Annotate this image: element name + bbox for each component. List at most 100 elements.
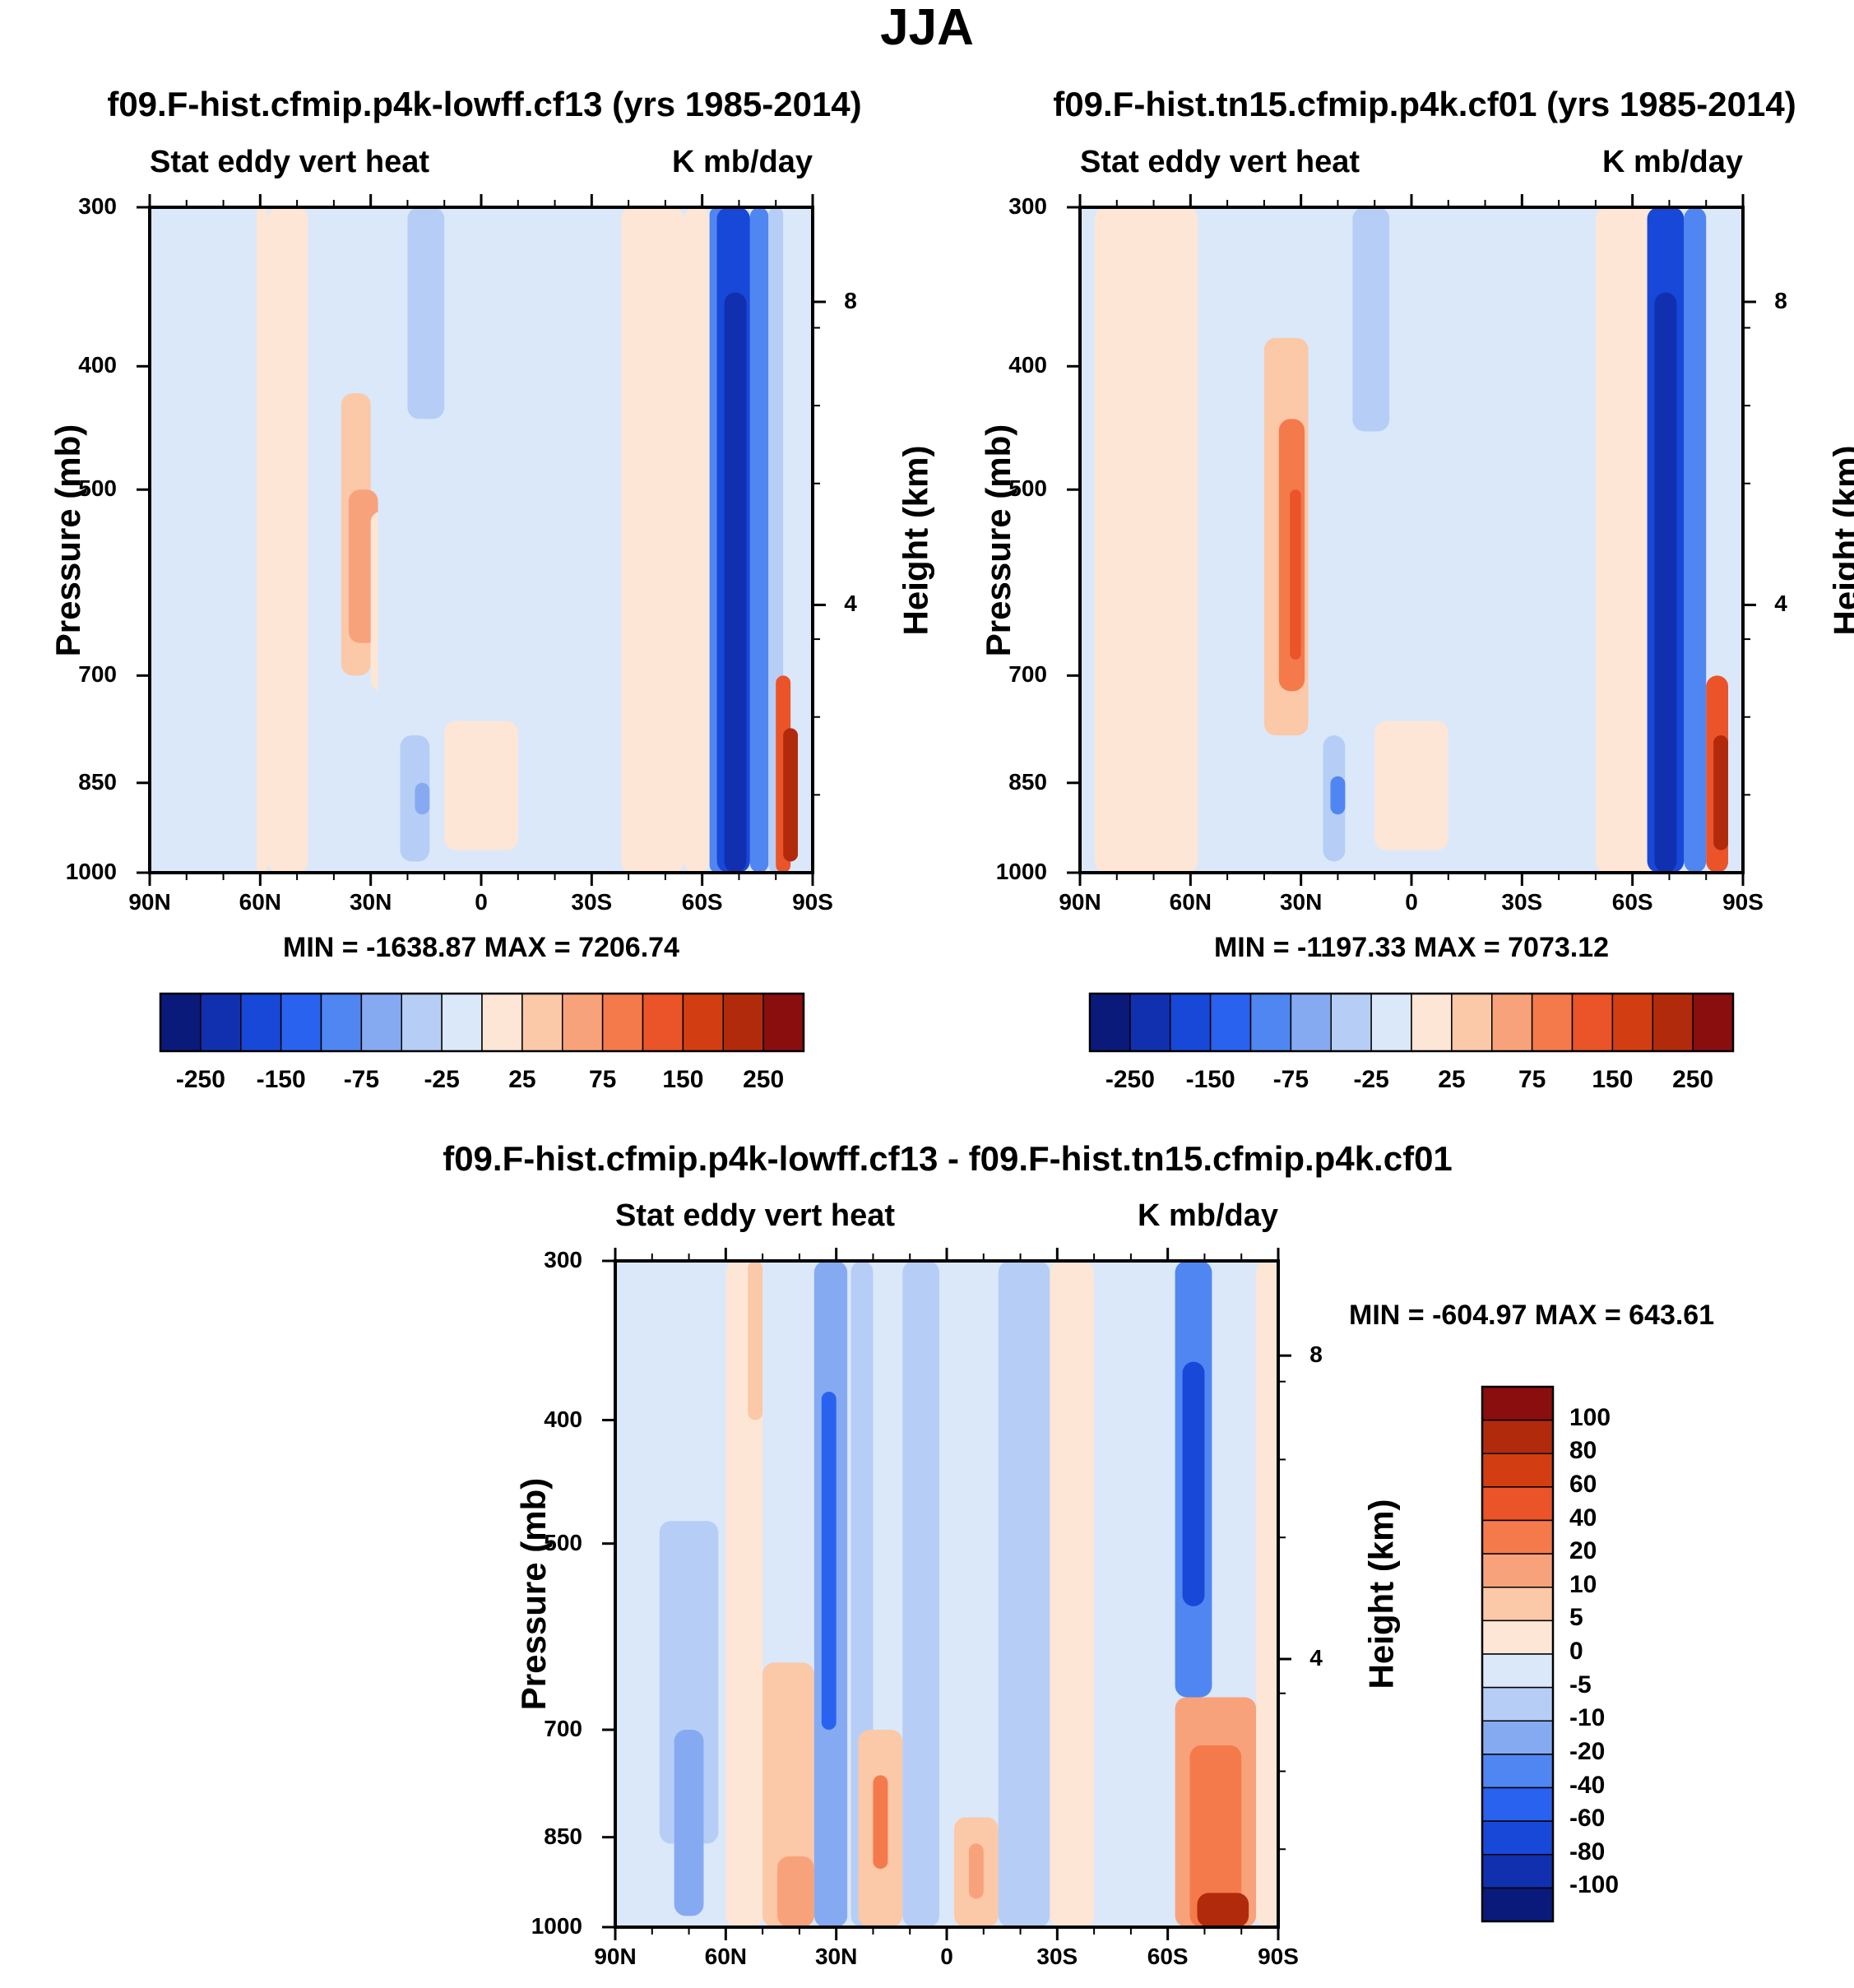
colorbar-segment bbox=[360, 993, 402, 1052]
colorbar-segment bbox=[562, 993, 604, 1052]
units-label: K mb/day bbox=[1601, 145, 1743, 179]
field-name: Stat eddy vert heat bbox=[1080, 145, 1360, 179]
x-tick-label: 0 bbox=[1405, 889, 1418, 915]
x-tick-label: 90S bbox=[1722, 889, 1764, 915]
colorbar-label: 25 bbox=[508, 1066, 536, 1093]
x-tick-label: 60N bbox=[704, 1944, 748, 1969]
colorbar-segment bbox=[1481, 1686, 1554, 1722]
colorbar-segment bbox=[280, 993, 322, 1052]
colorbar-segment bbox=[1129, 993, 1171, 1052]
colorbar-label: 80 bbox=[1569, 1437, 1597, 1465]
x-tick-label: 30N bbox=[814, 1944, 858, 1969]
contour-region bbox=[621, 207, 684, 873]
colorbar-frame bbox=[1481, 1385, 1555, 1923]
y-tick-label: 850 bbox=[78, 768, 117, 795]
contour-region bbox=[1290, 489, 1301, 660]
y-tick-label: 850 bbox=[544, 1823, 582, 1849]
y-tick-label: 700 bbox=[78, 661, 117, 688]
y-tick-label: 300 bbox=[1008, 193, 1047, 219]
contour-region bbox=[1728, 207, 1743, 873]
y-tick-label: 400 bbox=[78, 352, 117, 378]
colorbar-label: -150 bbox=[256, 1066, 306, 1093]
colorbar-label: -25 bbox=[1353, 1066, 1389, 1093]
colorbar-label: 150 bbox=[1592, 1066, 1634, 1093]
contour-region bbox=[1684, 207, 1707, 873]
panel-title: f09.F-hist.cfmip.p4k-lowff.cf13 - f09.F-… bbox=[443, 1139, 1453, 1178]
colorbar-label: -150 bbox=[1185, 1066, 1235, 1093]
x-tick-label: 60S bbox=[1611, 889, 1653, 915]
y-tick-label: 700 bbox=[1008, 661, 1047, 688]
colorbar-segment bbox=[1481, 1786, 1554, 1822]
contour-region bbox=[444, 721, 518, 850]
x-tick-label: 90S bbox=[1258, 1944, 1299, 1969]
x-tick-label: 60N bbox=[239, 889, 282, 915]
colorbar-label: -250 bbox=[175, 1066, 225, 1093]
colorbar-segment bbox=[320, 993, 363, 1052]
contour-region bbox=[1713, 735, 1729, 850]
colorbar-label: 150 bbox=[662, 1066, 704, 1093]
contour-region bbox=[256, 207, 268, 873]
units-label: K mb/day bbox=[671, 145, 813, 179]
contour-region bbox=[1352, 207, 1390, 432]
colorbar-segment bbox=[1411, 993, 1453, 1052]
height-tick-label: 8 bbox=[1309, 1342, 1323, 1368]
panel-2 bbox=[1067, 194, 1756, 1053]
colorbar-segment bbox=[1370, 993, 1412, 1052]
height-tick-label: 4 bbox=[1309, 1645, 1323, 1671]
panel-title: f09.F-hist.tn15.cfmip.p4k.cf01 (yrs 1985… bbox=[1053, 85, 1796, 123]
colorbar-label: -100 bbox=[1569, 1871, 1620, 1899]
contour-region bbox=[378, 207, 408, 873]
contour-region bbox=[1330, 776, 1346, 815]
x-tick-label: 60N bbox=[1169, 889, 1212, 915]
contour-region bbox=[998, 1261, 1050, 1927]
colorbar-label: -25 bbox=[424, 1066, 460, 1093]
x-tick-label: 90N bbox=[594, 1944, 637, 1969]
contour-region bbox=[572, 207, 622, 873]
x-tick-label: 90N bbox=[1059, 889, 1101, 915]
colorbar-label: -5 bbox=[1569, 1671, 1592, 1698]
colorbar-segment bbox=[481, 993, 523, 1052]
colorbar-segment bbox=[1290, 993, 1332, 1052]
contour-region bbox=[684, 207, 710, 873]
x-tick-label: 30S bbox=[1036, 1944, 1078, 1969]
colorbar-segment bbox=[1481, 1854, 1554, 1889]
contour-region bbox=[1595, 207, 1655, 873]
contour-region bbox=[267, 207, 308, 873]
contour-region bbox=[783, 728, 799, 862]
colorbar-segment bbox=[1249, 993, 1292, 1052]
contour-region bbox=[164, 207, 257, 873]
x-tick-label: 30N bbox=[349, 889, 392, 915]
contour-region bbox=[1189, 1745, 1242, 1927]
contour-region bbox=[674, 1730, 704, 1916]
min-max-stats: MIN = -1197.33 MAX = 7073.12 bbox=[1213, 932, 1610, 963]
colorbar-segment bbox=[762, 993, 804, 1052]
figure-title: JJA bbox=[880, 0, 974, 56]
colorbar-label: 75 bbox=[588, 1066, 617, 1093]
x-tick-label: 30S bbox=[571, 889, 613, 915]
colorbar-segment bbox=[1481, 1587, 1554, 1622]
colorbar-segment bbox=[1451, 993, 1493, 1052]
y-tick-label: 500 bbox=[1008, 475, 1047, 502]
field-name: Stat eddy vert heat bbox=[615, 1198, 895, 1233]
contour-region bbox=[1094, 207, 1198, 873]
x-tick-label: 90S bbox=[792, 889, 833, 915]
contour-region bbox=[1182, 1361, 1205, 1606]
height-tick-label: 4 bbox=[844, 591, 857, 617]
contour-region bbox=[407, 207, 445, 419]
colorbar-segment bbox=[1481, 1386, 1554, 1421]
contour-region bbox=[1094, 1261, 1175, 1927]
colorbar-segment bbox=[1481, 1486, 1554, 1522]
colorbar-segment bbox=[1481, 1887, 1554, 1922]
contour-region bbox=[725, 1261, 763, 1927]
colorbar-segment bbox=[240, 993, 282, 1052]
colorbar-segment bbox=[441, 993, 483, 1052]
colorbar-segment bbox=[1209, 993, 1252, 1052]
y-tick-label: 1000 bbox=[65, 859, 117, 884]
min-max-stats: MIN = -604.97 MAX = 643.61 bbox=[1349, 1300, 1715, 1331]
colorbar-segment bbox=[1481, 1653, 1554, 1689]
colorbar-segment bbox=[722, 993, 764, 1052]
contour-region bbox=[1308, 207, 1338, 873]
colorbar-label: -75 bbox=[343, 1066, 380, 1093]
contour-region bbox=[415, 782, 430, 815]
colorbar-label: 5 bbox=[1569, 1604, 1583, 1632]
